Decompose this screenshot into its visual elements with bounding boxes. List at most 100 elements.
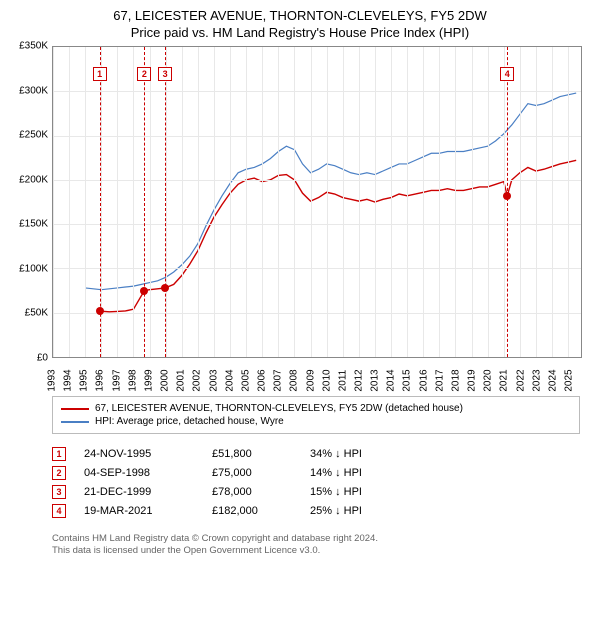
gridline-v xyxy=(568,47,569,357)
event-date: 21-DEC-1999 xyxy=(84,486,194,498)
event-delta: 14% ↓ HPI xyxy=(310,467,362,479)
event-data-point xyxy=(140,287,148,295)
events-table: 124-NOV-1995£51,80034% ↓ HPI 2 04-SEP-1998… xyxy=(52,442,580,523)
line-svg xyxy=(53,47,581,357)
chart-title: 67, LEICESTER AVENUE, THORNTON-CLEVELEYS… xyxy=(10,8,590,23)
x-tick-label: 2013 xyxy=(370,369,381,391)
gridline-v xyxy=(150,47,151,357)
x-tick-label: 1999 xyxy=(143,369,154,391)
gridline-v xyxy=(230,47,231,357)
gridline-v xyxy=(359,47,360,357)
gridline-v xyxy=(262,47,263,357)
gridline-v xyxy=(214,47,215,357)
event-marker-box: 1 xyxy=(93,67,107,81)
event-num: 2 xyxy=(52,466,66,480)
x-tick-label: 2002 xyxy=(192,369,203,391)
gridline-v xyxy=(117,47,118,357)
x-tick-label: 1996 xyxy=(95,369,106,391)
event-delta: 25% ↓ HPI xyxy=(310,505,362,517)
x-tick-label: 2008 xyxy=(289,369,300,391)
x-tick-label: 2020 xyxy=(483,369,494,391)
gridline-v xyxy=(472,47,473,357)
gridline-v xyxy=(311,47,312,357)
gridline-v xyxy=(520,47,521,357)
legend-row-red: 67, LEICESTER AVENUE, THORNTON-CLEVELEYS… xyxy=(61,403,571,414)
gridline-v xyxy=(391,47,392,357)
event-date: 19-MAR-2021 xyxy=(84,505,194,517)
y-tick-label: £50K xyxy=(25,308,48,319)
title-block: 67, LEICESTER AVENUE, THORNTON-CLEVELEYS… xyxy=(10,8,590,40)
event-vline xyxy=(144,47,145,357)
gridline-v xyxy=(439,47,440,357)
event-date: 04-SEP-1998 xyxy=(84,467,194,479)
gridline-v xyxy=(455,47,456,357)
gridline-v xyxy=(278,47,279,357)
legend: 67, LEICESTER AVENUE, THORNTON-CLEVELEYS… xyxy=(52,396,580,434)
chart-container: 67, LEICESTER AVENUE, THORNTON-CLEVELEYS… xyxy=(0,0,600,620)
gridline-v xyxy=(327,47,328,357)
gridline-v xyxy=(53,47,54,357)
gridline-v xyxy=(85,47,86,357)
x-tick-label: 2016 xyxy=(418,369,429,391)
x-tick-label: 2006 xyxy=(257,369,268,391)
event-data-point xyxy=(503,192,511,200)
x-tick-label: 2017 xyxy=(434,369,445,391)
y-tick-label: £350K xyxy=(19,41,48,52)
x-tick-label: 2024 xyxy=(547,369,558,391)
x-tick-label: 2019 xyxy=(467,369,478,391)
event-vline xyxy=(507,47,508,357)
footer-line1: Contains HM Land Registry data © Crown c… xyxy=(52,533,580,545)
x-tick-label: 2023 xyxy=(531,369,542,391)
event-marker-box: 2 xyxy=(137,67,151,81)
gridline-h xyxy=(53,313,581,314)
plot-area: 1234 xyxy=(52,46,582,358)
y-axis: £0£50K£100K£150K£200K£250K£300K£350K xyxy=(10,46,50,358)
x-axis: 1993199419951996199719981999200020012002… xyxy=(52,358,582,386)
event-price: £182,000 xyxy=(212,505,292,517)
event-date: 24-NOV-1995 xyxy=(84,448,194,460)
chart-subtitle: Price paid vs. HM Land Registry's House … xyxy=(10,25,590,40)
gridline-v xyxy=(488,47,489,357)
gridline-v xyxy=(343,47,344,357)
gridline-h xyxy=(53,224,581,225)
gridline-v xyxy=(536,47,537,357)
x-tick-label: 2025 xyxy=(564,369,575,391)
event-marker-box: 4 xyxy=(500,67,514,81)
event-data-point xyxy=(161,284,169,292)
x-tick-label: 2022 xyxy=(515,369,526,391)
gridline-v xyxy=(504,47,505,357)
legend-label-red: 67, LEICESTER AVENUE, THORNTON-CLEVELEYS… xyxy=(95,403,463,414)
chart-area: £0£50K£100K£150K£200K£250K£300K£350K 123… xyxy=(52,46,582,386)
x-tick-label: 2014 xyxy=(386,369,397,391)
y-tick-label: £300K xyxy=(19,85,48,96)
x-tick-label: 2000 xyxy=(160,369,171,391)
legend-swatch-blue xyxy=(61,421,89,423)
x-tick-label: 2021 xyxy=(499,369,510,391)
event-num: 4 xyxy=(52,504,66,518)
footer: Contains HM Land Registry data © Crown c… xyxy=(52,533,580,558)
x-tick-label: 2015 xyxy=(402,369,413,391)
footer-line2: This data is licensed under the Open Gov… xyxy=(52,545,580,557)
event-price: £75,000 xyxy=(212,467,292,479)
x-tick-label: 2007 xyxy=(273,369,284,391)
x-tick-label: 2003 xyxy=(208,369,219,391)
x-tick-label: 2010 xyxy=(321,369,332,391)
event-row: 124-NOV-1995£51,80034% ↓ HPI xyxy=(52,447,580,461)
x-tick-label: 2018 xyxy=(450,369,461,391)
x-tick-label: 2004 xyxy=(224,369,235,391)
x-tick-label: 1997 xyxy=(111,369,122,391)
x-tick-label: 2001 xyxy=(176,369,187,391)
gridline-v xyxy=(246,47,247,357)
gridline-h xyxy=(53,136,581,137)
x-tick-label: 1998 xyxy=(127,369,138,391)
gridline-v xyxy=(198,47,199,357)
gridline-v xyxy=(133,47,134,357)
gridline-h xyxy=(53,268,581,269)
gridline-v xyxy=(182,47,183,357)
x-tick-label: 2005 xyxy=(240,369,251,391)
x-tick-label: 2011 xyxy=(337,370,348,392)
event-vline xyxy=(165,47,166,357)
event-data-point xyxy=(96,307,104,315)
event-delta: 34% ↓ HPI xyxy=(310,448,362,460)
x-tick-label: 1995 xyxy=(79,369,90,391)
